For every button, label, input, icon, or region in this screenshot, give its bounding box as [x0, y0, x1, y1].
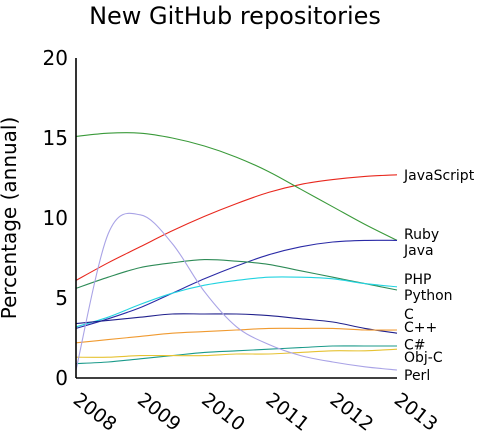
x-tick-label: 2009: [133, 389, 185, 436]
series-label-c: C: [404, 307, 414, 323]
x-tick-label: 2011: [262, 389, 314, 436]
plot-area: [75, 132, 398, 371]
series-line-ruby: [75, 132, 398, 241]
series-line-csharp: [75, 345, 397, 365]
series-label-obj-c: Obj-C: [404, 350, 443, 366]
series-line-perl: [75, 212, 398, 371]
series-line-javascript: [75, 174, 398, 281]
series-line-cplusplus: [75, 327, 398, 344]
x-tick-label: 2010: [197, 389, 249, 436]
series-label-csharp: C#: [404, 337, 426, 353]
series-label-perl: Perl: [404, 368, 430, 384]
series-label-cplusplus: C++: [404, 320, 437, 336]
y-tick-label: 15: [43, 126, 68, 150]
x-tick-label: 2013: [390, 389, 442, 436]
chart-title: New GitHub repositories: [89, 2, 381, 30]
x-tick-label: 2008: [69, 389, 121, 436]
axes: [75, 58, 397, 379]
y-tick-label: 0: [55, 366, 68, 390]
y-axis-label: Percentage (annual): [0, 117, 21, 320]
series-label-ruby: Ruby: [404, 227, 439, 243]
series-label-javascript: JavaScript: [403, 168, 475, 184]
series-line-python: [75, 276, 398, 328]
series-label-php: PHP: [404, 272, 431, 288]
y-tick-label: 5: [55, 286, 68, 310]
y-tick-label: 20: [43, 46, 68, 70]
series-line-php: [75, 259, 398, 291]
series-label-java: Java: [403, 243, 434, 259]
series-line-c: [75, 313, 398, 334]
x-tick-label: 2012: [326, 389, 378, 436]
series-line-java: [75, 239, 398, 329]
y-tick-label: 10: [43, 206, 68, 230]
series-label-python: Python: [404, 288, 453, 304]
series-line-obj-c: [75, 348, 398, 358]
